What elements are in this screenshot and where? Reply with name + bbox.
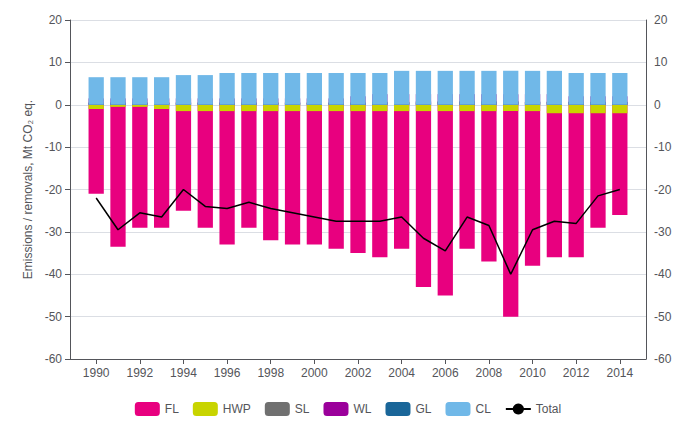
svg-text:-20: -20 xyxy=(45,183,63,197)
svg-text:2004: 2004 xyxy=(388,366,415,380)
svg-text:2000: 2000 xyxy=(301,366,328,380)
svg-text:Total: Total xyxy=(536,402,561,416)
svg-text:-10: -10 xyxy=(654,140,672,154)
svg-text:-60: -60 xyxy=(45,352,63,366)
svg-text:1992: 1992 xyxy=(126,366,153,380)
svg-text:10: 10 xyxy=(654,55,668,69)
svg-text:20: 20 xyxy=(49,13,63,27)
svg-text:1994: 1994 xyxy=(170,366,197,380)
svg-text:2008: 2008 xyxy=(476,366,503,380)
svg-text:FL: FL xyxy=(165,402,179,416)
svg-text:0: 0 xyxy=(654,98,661,112)
svg-text:CL: CL xyxy=(475,402,491,416)
svg-text:-20: -20 xyxy=(654,183,672,197)
svg-text:2014: 2014 xyxy=(606,366,633,380)
svg-text:1990: 1990 xyxy=(83,366,110,380)
svg-text:-40: -40 xyxy=(654,267,672,281)
svg-text:10: 10 xyxy=(49,55,63,69)
svg-text:2002: 2002 xyxy=(345,366,372,380)
svg-text:0: 0 xyxy=(55,98,62,112)
svg-text:GL: GL xyxy=(415,402,431,416)
svg-text:-40: -40 xyxy=(45,267,63,281)
svg-text:SL: SL xyxy=(295,402,310,416)
svg-text:-30: -30 xyxy=(45,225,63,239)
svg-text:-30: -30 xyxy=(654,225,672,239)
svg-text:20: 20 xyxy=(654,13,668,27)
svg-text:2006: 2006 xyxy=(432,366,459,380)
svg-text:2012: 2012 xyxy=(563,366,590,380)
svg-text:1998: 1998 xyxy=(257,366,284,380)
svg-text:Emissions / removals, Mt CO₂ e: Emissions / removals, Mt CO₂ eq. xyxy=(21,100,35,279)
svg-text:-60: -60 xyxy=(654,352,672,366)
svg-text:HWP: HWP xyxy=(223,402,251,416)
svg-text:WL: WL xyxy=(353,402,371,416)
svg-text:-50: -50 xyxy=(45,310,63,324)
svg-text:2010: 2010 xyxy=(519,366,546,380)
svg-text:-50: -50 xyxy=(654,310,672,324)
svg-text:1996: 1996 xyxy=(214,366,241,380)
svg-text:-10: -10 xyxy=(45,140,63,154)
